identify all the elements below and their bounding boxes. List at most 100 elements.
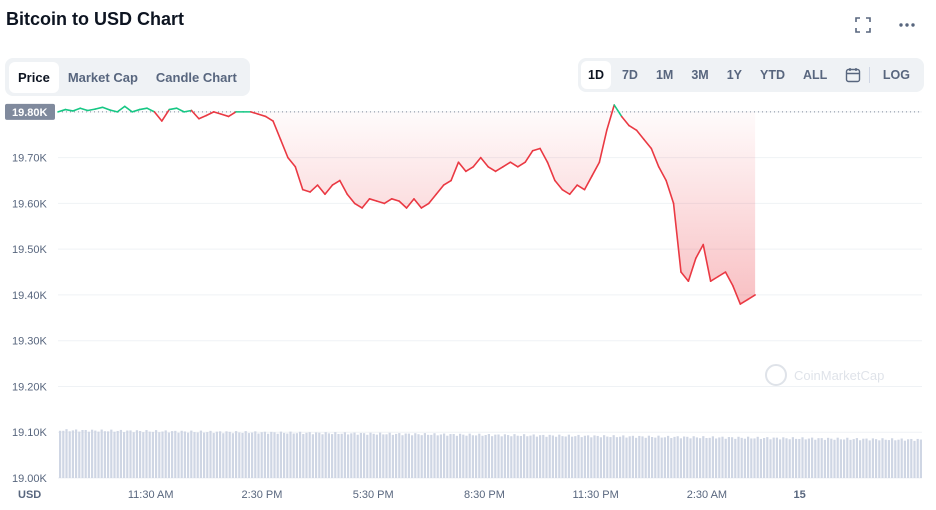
volume-bar [468,433,471,478]
price-line-segment [339,179,349,196]
volume-bar [769,439,772,478]
volume-bar [651,436,654,478]
volume-bar [763,437,766,478]
volume-bar [97,431,100,478]
volume-bar [103,431,106,478]
volume-bar [286,433,289,478]
price-line-segment [657,165,667,182]
volume-bar [251,432,254,478]
volume-bar [871,438,874,478]
calendar-icon[interactable] [844,64,861,86]
price-line-segment [613,104,623,118]
range-3m[interactable]: 3M [691,68,709,82]
volume-bar [308,432,311,478]
volume-bar [238,432,241,478]
volume-bar [487,433,490,478]
tab-candle-chart[interactable]: Candle Chart [155,69,237,85]
price-line-segment [324,184,334,196]
price-line-segment [680,271,690,283]
volume-bar [267,433,270,478]
volume-bar [225,431,228,478]
volume-bar [452,434,455,478]
volume-bar [663,437,666,478]
price-line-segment [568,184,578,196]
volume-bar [526,436,529,478]
volume-bar [785,438,788,478]
volume-bar [142,432,145,478]
volume-bar [551,435,554,478]
volume-bar [177,432,180,478]
log-scale-toggle[interactable]: LOG [882,68,910,82]
volume-bar [635,437,638,478]
volume-bar [561,436,564,478]
volume-bar [676,436,679,478]
volume-bar [276,433,279,478]
volume-bar [183,431,186,478]
tab-market-cap[interactable]: Market Cap [67,69,138,85]
price-line-segment [161,108,171,122]
price-line-segment [442,179,452,186]
price-line-segment [398,200,408,209]
price-line-segment [57,108,67,113]
more-icon[interactable] [896,14,918,36]
range-all[interactable]: ALL [803,68,828,82]
volume-bar [795,438,798,478]
volume-bar [337,433,340,478]
coinmarketcap-logo: CoinMarketCap [765,364,884,386]
volume-bar [849,439,852,478]
volume-bar [305,432,308,478]
volume-bar [587,435,590,478]
volume-bar [721,436,724,478]
volume-bar [411,435,414,478]
volume-bar [628,436,631,478]
price-line-segment [123,105,133,113]
volume-bar [193,432,196,478]
volume-bar [123,432,126,478]
volume-bar [254,431,257,478]
volume-bar [398,433,401,478]
volume-bar [567,434,570,478]
volume-bar [379,432,382,478]
volume-bar [494,434,497,478]
x-tick-label: 11:30 PM [573,489,619,501]
volume-bar [791,437,794,478]
volume-bar [164,430,167,478]
volume-bar [884,439,887,478]
volume-bar [385,434,388,478]
volume-bar [702,436,705,478]
volume-bar [577,434,580,478]
price-line-segment [554,179,564,191]
fullscreen-icon[interactable] [852,14,874,36]
price-line-segment [353,202,363,209]
volume-bar [446,435,449,478]
volume-bar [187,432,190,478]
tab-price[interactable]: Price [9,61,59,93]
price-line-segment [672,202,682,273]
volume-bar [503,434,506,478]
price-line-segment [502,161,512,168]
volume-bar [353,432,356,478]
price-line-segment [732,284,742,305]
price-line-segment [279,138,289,159]
volume-bar [660,437,663,478]
volume-bar [465,435,468,478]
volume-bar [731,437,734,478]
price-line-segment [479,156,489,168]
price-line-segment [72,107,82,112]
range-ytd[interactable]: YTD [760,68,786,82]
price-line-segment [175,107,185,113]
range-1d[interactable]: 1D [581,61,611,89]
volume-bar [462,434,465,478]
price-line-segment [376,200,386,205]
volume-bar [507,435,510,478]
volume-bar [622,435,625,478]
volume-bar [913,440,916,478]
volume-bar [673,436,676,478]
volume-bar [148,431,151,478]
price-line-segment [428,193,438,205]
range-1y[interactable]: 1Y [726,68,743,82]
range-1m[interactable]: 1M [655,68,674,82]
range-7d[interactable]: 7D [621,68,638,82]
volume-bar [231,433,234,478]
volume-bar [321,434,324,478]
